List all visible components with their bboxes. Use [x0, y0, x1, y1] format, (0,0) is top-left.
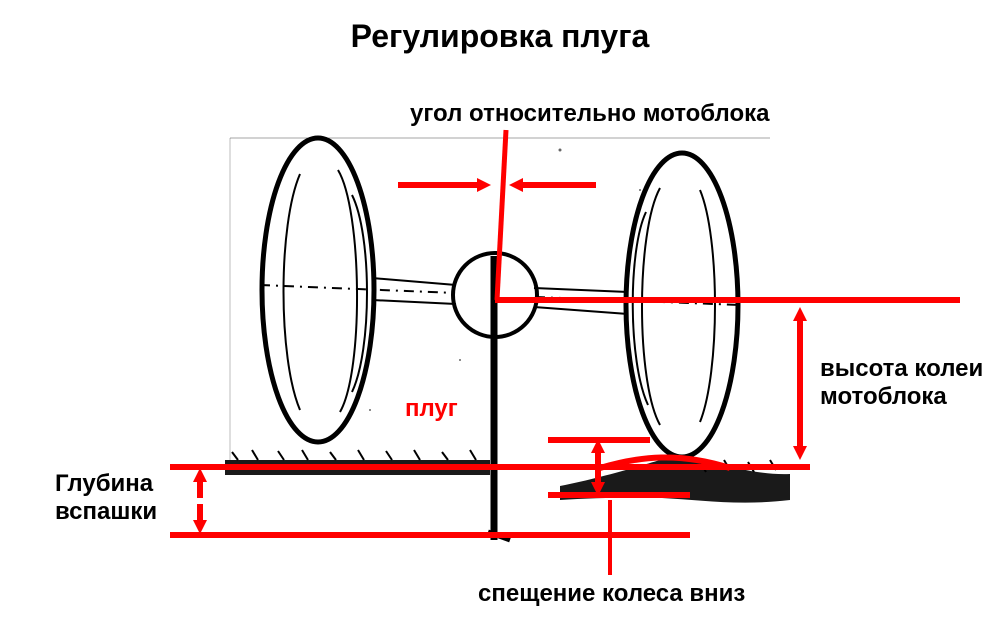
- right-wheel: [626, 153, 738, 457]
- diagram-canvas: [0, 0, 1000, 639]
- ground: [225, 450, 790, 503]
- label-plow-depth: Глубинавспашки: [55, 470, 157, 525]
- label-wheel-drop: спещение колеса вниз: [478, 580, 745, 608]
- left-wheel: [262, 138, 374, 442]
- label-angle: угол относительно мотоблока: [410, 100, 769, 128]
- label-plow: плуг: [405, 395, 458, 423]
- label-track-height: высота колеимотоблока: [820, 355, 983, 410]
